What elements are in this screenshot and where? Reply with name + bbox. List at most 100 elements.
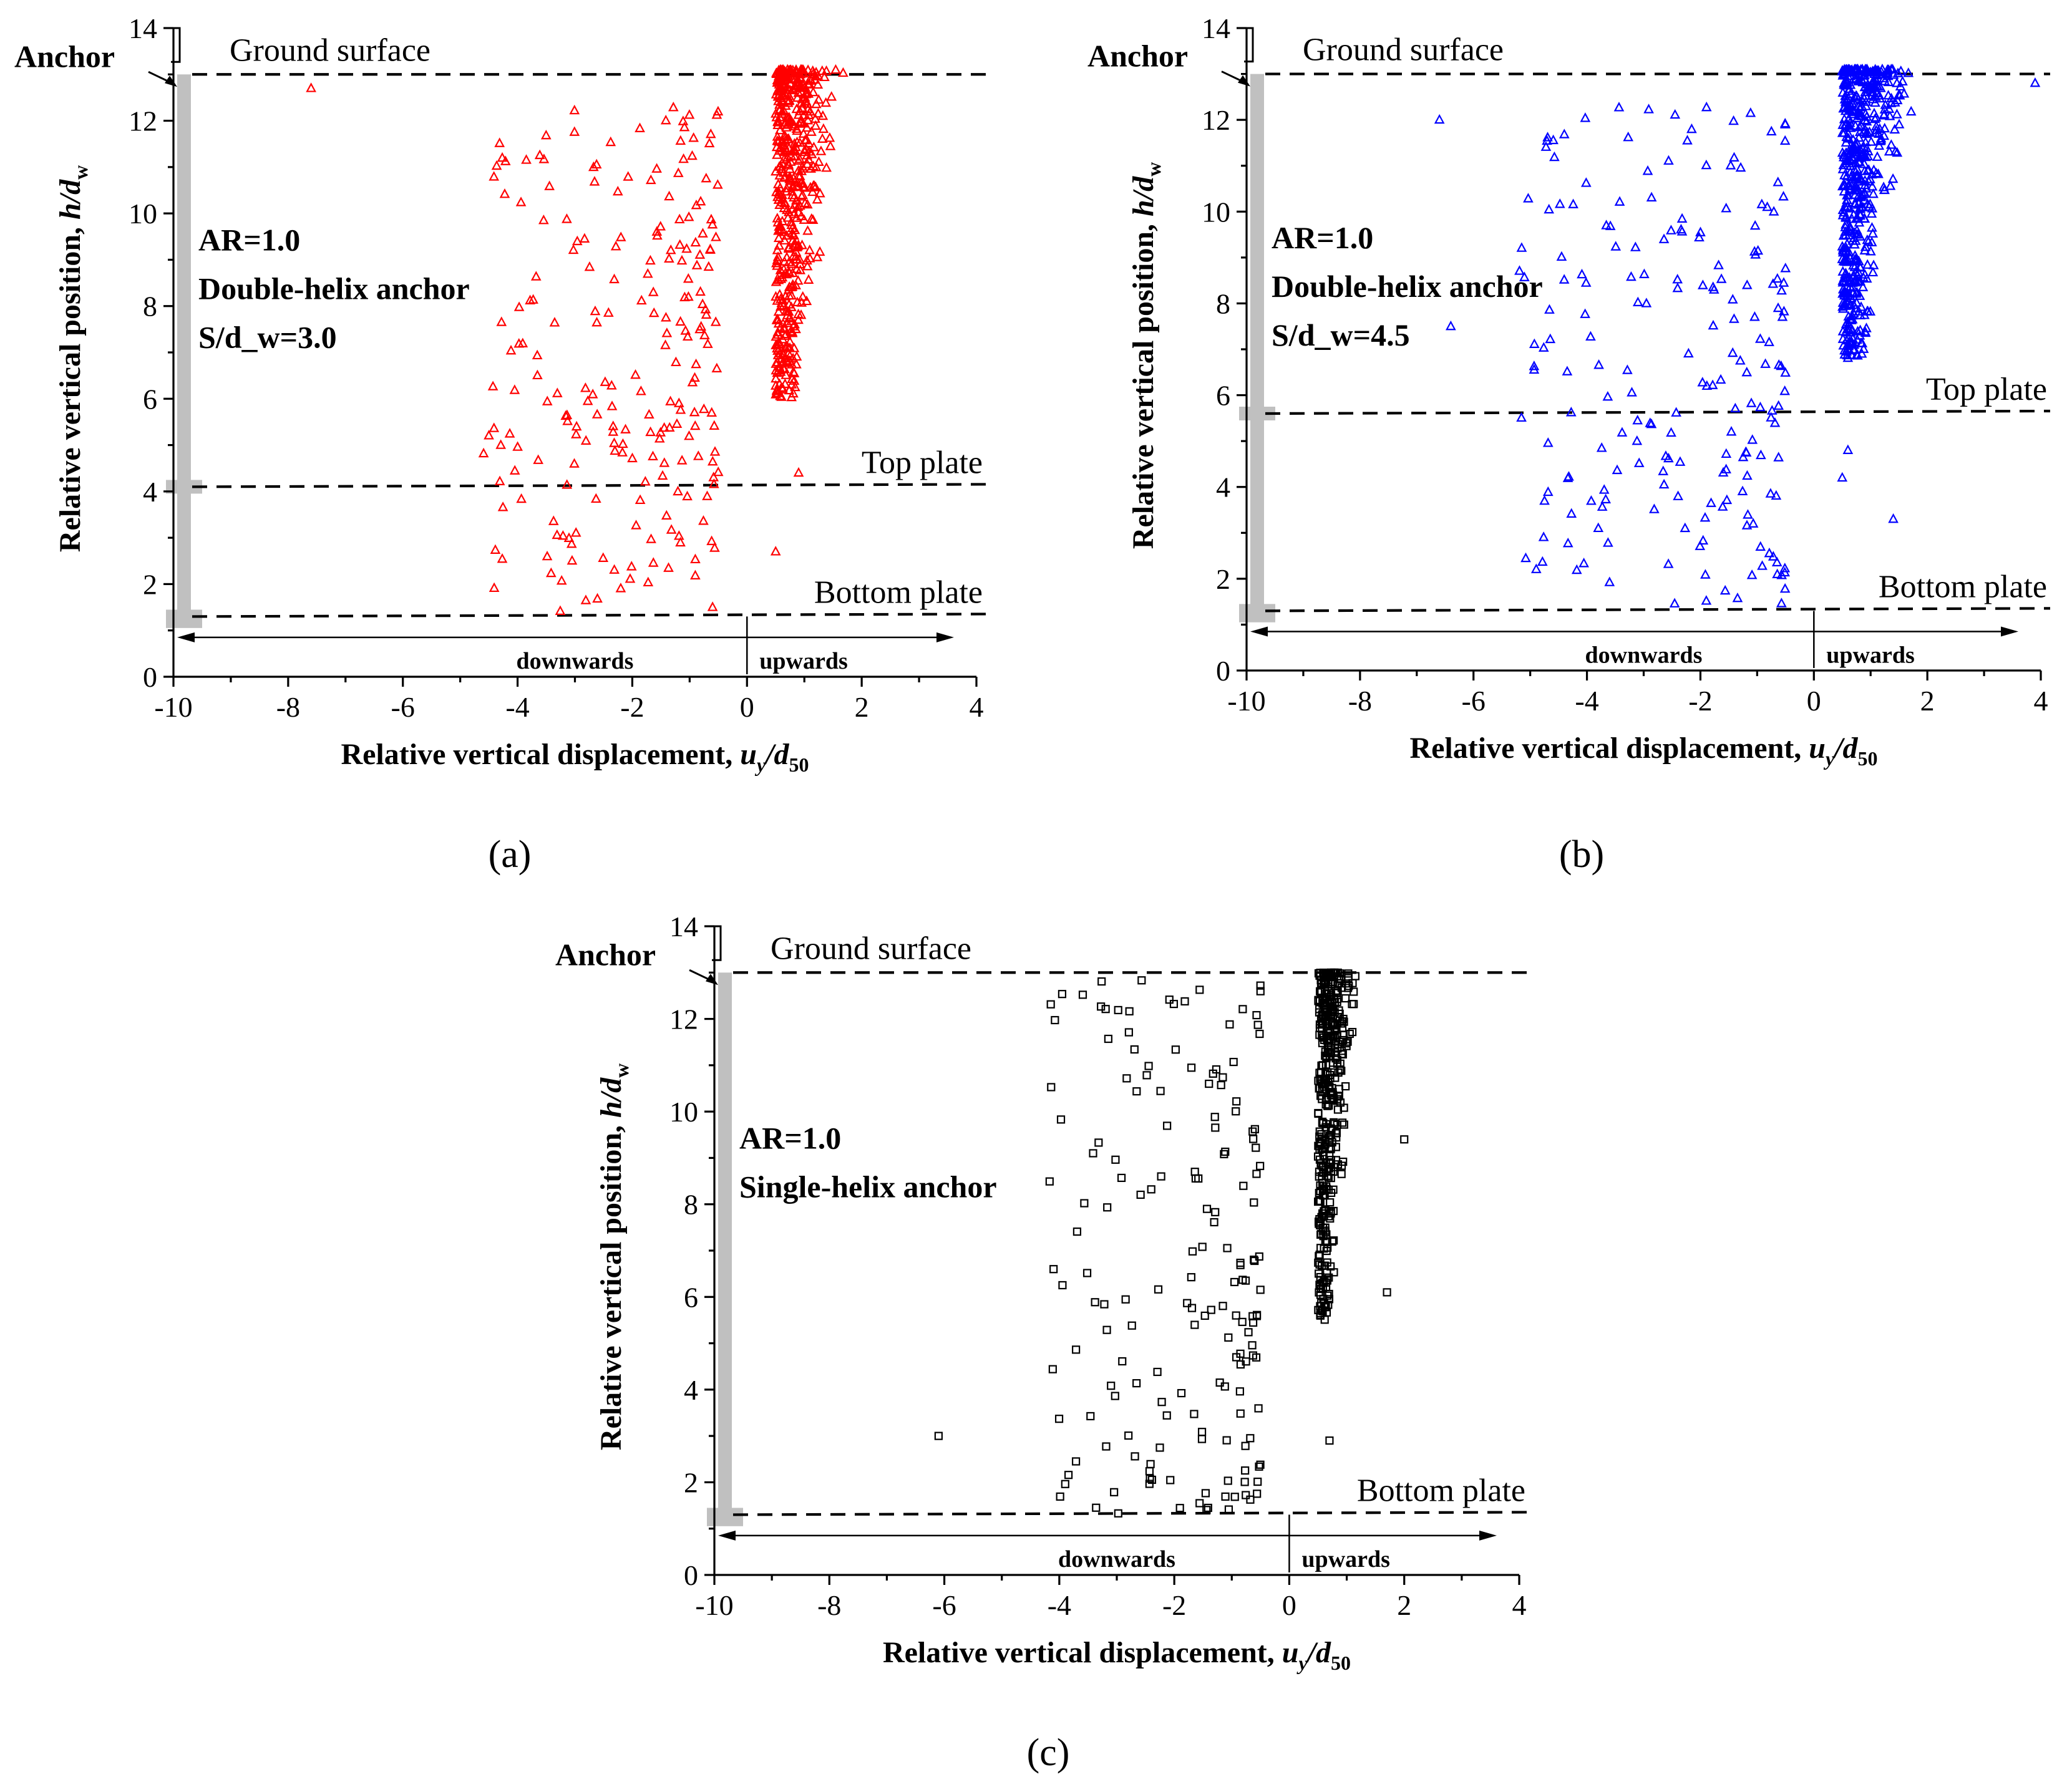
scatter-point	[1318, 1031, 1326, 1040]
scatter-point	[1649, 503, 1660, 513]
scatter-point	[1445, 320, 1456, 331]
scatter-point	[1314, 1108, 1323, 1118]
scatter-point	[1860, 96, 1872, 106]
scatter-point	[1843, 133, 1854, 143]
scatter-point	[1682, 135, 1693, 145]
ground-surface-label: Ground surface	[1303, 32, 1504, 68]
scatter-point	[1256, 1460, 1265, 1469]
scatter-point	[1051, 1015, 1059, 1025]
scatter-point	[782, 152, 793, 162]
scatter-point	[1860, 124, 1870, 134]
scatter-point	[1242, 1357, 1250, 1366]
info-line: S/d_w=4.5	[1272, 317, 1410, 352]
scatter-point	[814, 246, 825, 256]
scatter-point	[567, 555, 578, 565]
scatter-point	[1248, 1341, 1257, 1350]
scatter-point	[774, 99, 785, 109]
scatter-point	[772, 91, 784, 101]
scatter-point	[1903, 67, 1914, 77]
scatter-point	[627, 452, 638, 463]
scatter-point	[777, 226, 789, 236]
scatter-point	[690, 569, 701, 579]
scatter-point	[1764, 547, 1775, 558]
scatter-point	[1322, 1012, 1331, 1021]
scatter-point	[771, 291, 781, 301]
scatter-point	[1568, 198, 1578, 208]
scatter-point	[1230, 1493, 1239, 1501]
scatter-point	[790, 80, 801, 90]
scatter-point	[1840, 221, 1851, 231]
scatter-point	[1697, 279, 1708, 289]
scatter-point	[777, 189, 788, 199]
scatter-point	[792, 296, 803, 306]
scatter-point	[1236, 1261, 1245, 1269]
scatter-point	[1529, 361, 1540, 371]
scatter-point	[1516, 412, 1527, 422]
scatter-point	[1672, 273, 1683, 284]
scatter-point	[1842, 190, 1852, 200]
scatter-point	[1236, 1409, 1245, 1418]
scatter-point	[802, 225, 813, 235]
scatter-point	[1180, 997, 1189, 1005]
plate-line	[732, 1511, 1529, 1516]
scatter-point	[1639, 268, 1650, 278]
scatter-point	[1142, 1071, 1151, 1080]
scatter-point	[1837, 472, 1848, 482]
scatter-point	[1842, 444, 1854, 454]
scatter-point	[775, 322, 786, 332]
scatter-point	[1529, 364, 1540, 374]
scatter-point	[706, 535, 717, 545]
scatter-point	[487, 380, 499, 390]
scatter-point	[1841, 334, 1852, 345]
scatter-point	[772, 367, 783, 377]
scatter-point	[1779, 135, 1791, 145]
scatter-point	[1326, 1013, 1336, 1022]
scatter-point	[590, 493, 601, 503]
scatter-point	[1596, 442, 1607, 452]
scatter-point	[1663, 155, 1674, 165]
scatter-point	[1721, 203, 1732, 213]
scatter-point	[1319, 968, 1328, 977]
scatter-point	[1048, 1365, 1057, 1373]
info-line: Double-helix anchor	[1272, 269, 1543, 304]
scatter-point	[802, 261, 813, 271]
scatter-point	[809, 142, 819, 152]
scatter-point	[1315, 1260, 1324, 1269]
scatter-point	[1054, 1415, 1064, 1423]
scatter-point	[773, 344, 784, 355]
scatter-point	[1162, 1411, 1171, 1420]
scatter-point	[776, 75, 787, 86]
scatter-point	[566, 538, 577, 548]
scatter-point	[1838, 340, 1849, 350]
plate-line	[192, 483, 986, 488]
scatter-point	[1334, 1040, 1343, 1049]
y-tick-label: 2	[684, 1466, 698, 1498]
y-tick-label: 4	[143, 476, 157, 508]
scatter-point	[1602, 390, 1613, 401]
scatter-point	[666, 524, 677, 534]
scatter-point	[1892, 147, 1903, 157]
scatter-point	[1837, 119, 1849, 129]
scatter-point	[1222, 1436, 1231, 1445]
scatter-point	[812, 251, 823, 261]
scatter-point	[1841, 326, 1851, 337]
scatter-point	[1883, 76, 1894, 87]
scatter-point	[688, 132, 699, 142]
scatter-point	[695, 286, 706, 296]
scatter-point	[709, 478, 719, 488]
scatter-point	[1058, 1281, 1067, 1290]
scatter-point	[1321, 1011, 1330, 1020]
scatter-point	[711, 231, 721, 241]
scatter-point	[1097, 1002, 1106, 1011]
scatter-point	[1326, 1262, 1335, 1271]
scatter-point	[1255, 1462, 1263, 1471]
ground-surface-label: Ground surface	[771, 931, 971, 966]
scatter-point	[793, 314, 804, 324]
scatter-point	[525, 294, 535, 304]
scatter-point	[1849, 64, 1860, 74]
scatter-point	[552, 529, 563, 540]
scatter-point	[1717, 501, 1728, 511]
plate-label: Top plate	[1926, 372, 2047, 407]
scatter-point	[1874, 92, 1885, 103]
scatter-point	[801, 122, 812, 132]
